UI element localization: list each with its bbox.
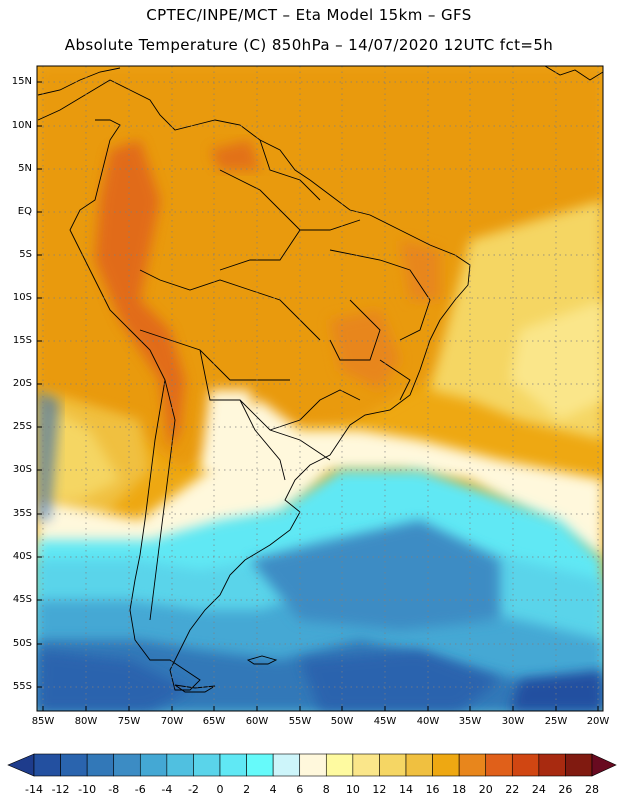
lat-label: 5N <box>18 163 32 174</box>
colorbar-swatch <box>166 753 194 777</box>
colorbar-swatch <box>432 753 460 777</box>
coastlines <box>37 66 603 693</box>
colorbar-label: -2 <box>187 783 199 796</box>
graticule <box>37 66 603 711</box>
colorbar-swatch <box>113 753 141 777</box>
colorbar-swatch <box>405 753 433 777</box>
colorbar-swatch <box>219 753 247 777</box>
colorbar-label: 2 <box>243 783 251 796</box>
colorbar-swatch <box>193 753 221 777</box>
colorbar-swatch <box>379 753 407 777</box>
colorbar-label: 16 <box>425 783 440 796</box>
colorbar-label: 6 <box>296 783 304 796</box>
lon-label: 45W <box>373 716 397 727</box>
colorbar-label: 18 <box>452 783 467 796</box>
colorbar-min-triangle <box>7 753 35 777</box>
colorbar-swatch <box>33 753 61 777</box>
colorbar-swatch <box>458 753 487 777</box>
colorbar-label: 20 <box>478 783 493 796</box>
lat-label: 10S <box>12 292 32 303</box>
lon-label: 85W <box>31 716 55 727</box>
lat-label: 10N <box>11 120 32 131</box>
colorbar-swatch <box>485 753 513 777</box>
lat-label: EQ <box>17 206 32 217</box>
lon-label: 65W <box>202 716 226 727</box>
temperature-field <box>37 66 603 711</box>
lon-label: 50W <box>330 716 354 727</box>
colorbar-swatch <box>565 753 593 777</box>
colorbar-label: 8 <box>322 783 330 796</box>
map-title-line2: Absolute Temperature (C) 850hPa – 14/07/… <box>64 36 554 54</box>
lon-label: 80W <box>74 716 98 727</box>
colorbar-label: -12 <box>51 783 70 796</box>
colorbar-label: 0 <box>216 783 224 796</box>
colorbar-label: -4 <box>161 783 173 796</box>
lon-label: 60W <box>245 716 269 727</box>
colorbar-swatch <box>272 753 301 777</box>
lat-label: 55S <box>12 681 32 692</box>
lat-label: 45S <box>12 594 32 605</box>
colorbar-max-triangle <box>591 753 617 777</box>
lon-label: 30W <box>501 716 525 727</box>
colorbar-swatch <box>325 753 354 777</box>
lat-label: 40S <box>12 551 32 562</box>
colorbar-swatch <box>246 753 274 777</box>
lat-label: 15N <box>11 76 32 87</box>
lon-label: 20W <box>586 716 610 727</box>
lon-label: 55W <box>288 716 312 727</box>
colorbar-label: 24 <box>531 783 546 796</box>
colorbar-swatch <box>60 753 88 777</box>
colorbar-swatch <box>86 753 115 777</box>
lat-label: 50S <box>12 638 32 649</box>
colorbar-label: 10 <box>345 783 360 796</box>
map-title-line1: CPTEC/INPE/MCT – Eta Model 15km – GFS <box>146 6 472 24</box>
colorbar-label: -10 <box>78 783 97 796</box>
colorbar-label: 28 <box>585 783 599 796</box>
colorbar-label: 12 <box>372 783 387 796</box>
colorbar-swatch <box>352 753 380 777</box>
lat-label: 30S <box>12 464 32 475</box>
colorbar <box>7 753 617 777</box>
colorbar-label: 22 <box>505 783 520 796</box>
colorbar-label: 26 <box>558 783 573 796</box>
lat-label: 25S <box>12 421 32 432</box>
colorbar-label: 14 <box>399 783 413 796</box>
colorbar-swatch <box>511 753 540 777</box>
colorbar-swatch <box>538 753 566 777</box>
lon-label: 70W <box>160 716 184 727</box>
colorbar-label: -6 <box>134 783 146 796</box>
colorbar-swatch <box>139 753 168 777</box>
lat-label: 15S <box>12 335 32 346</box>
colorbar-label: 4 <box>269 783 277 796</box>
lat-label: 20S <box>12 378 32 389</box>
lon-label: 75W <box>117 716 141 727</box>
axis-ticks <box>37 81 599 711</box>
colorbar-label: -8 <box>108 783 120 796</box>
colorbar-swatch <box>299 753 327 777</box>
colorbar-label: -14 <box>25 783 43 796</box>
lat-label: 5S <box>19 249 32 260</box>
lon-label: 35W <box>458 716 482 727</box>
plot-border <box>36 65 604 712</box>
lat-label: 35S <box>12 508 32 519</box>
lon-label: 40W <box>416 716 440 727</box>
lon-label: 25W <box>544 716 568 727</box>
